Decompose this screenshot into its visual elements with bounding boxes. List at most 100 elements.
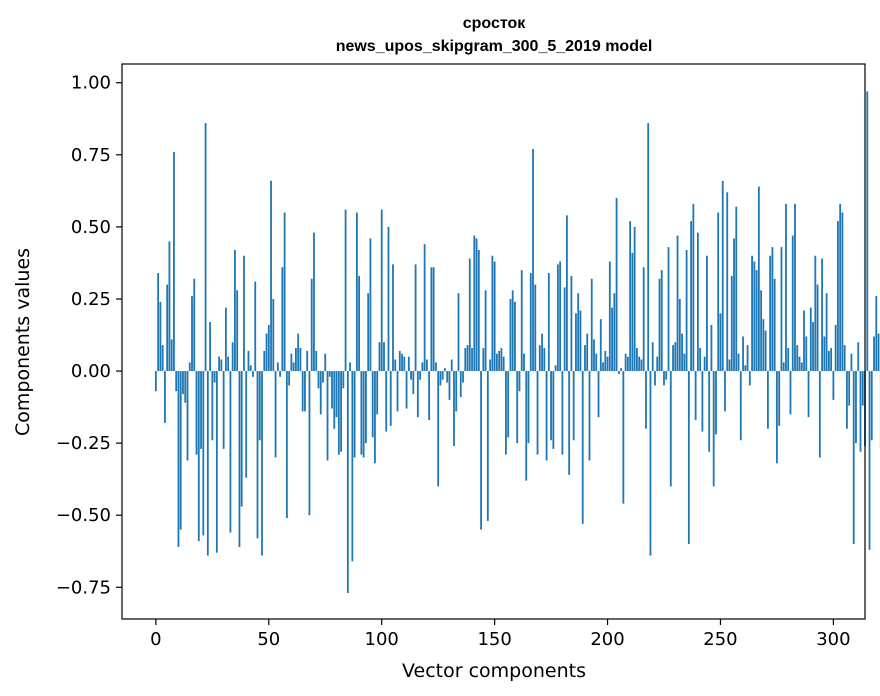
bar [425, 359, 428, 372]
bar [579, 310, 582, 372]
bar [252, 371, 254, 377]
bar [412, 371, 415, 395]
bar [769, 255, 772, 372]
bar [249, 365, 252, 372]
bar [179, 371, 182, 530]
bar [247, 350, 250, 372]
bar [209, 322, 211, 372]
bar [683, 353, 686, 372]
bar [532, 149, 534, 372]
bar [827, 350, 830, 372]
bar [294, 347, 297, 372]
bar [459, 371, 462, 397]
bar [484, 290, 487, 372]
bar [197, 371, 200, 542]
bar [432, 267, 435, 372]
bar [177, 371, 180, 547]
bar [825, 293, 828, 372]
bar [383, 342, 385, 372]
bar [776, 371, 778, 464]
bar [595, 353, 598, 372]
bar [726, 192, 729, 372]
bar [859, 371, 862, 452]
bar [387, 226, 390, 372]
bar [559, 261, 562, 372]
bar [439, 371, 442, 386]
bar [457, 293, 460, 372]
bar [270, 180, 272, 372]
bar [839, 203, 842, 372]
bar [238, 371, 241, 547]
bar [782, 362, 785, 372]
bar [814, 255, 817, 372]
bar [324, 353, 327, 372]
bar [834, 324, 837, 372]
bar [516, 371, 519, 444]
bar [222, 371, 225, 449]
bar [694, 371, 697, 421]
bar [861, 371, 864, 406]
bar [803, 310, 805, 372]
bar [857, 342, 860, 372]
bar [279, 371, 281, 377]
bar [337, 371, 340, 455]
bar [227, 356, 230, 372]
bar [453, 371, 455, 447]
bar [577, 293, 580, 372]
bar [615, 198, 618, 372]
bar [640, 359, 643, 372]
bar [556, 264, 559, 372]
bar [292, 362, 295, 372]
bar [554, 365, 557, 372]
bar [523, 353, 525, 372]
bar [448, 371, 451, 400]
bar [588, 371, 591, 461]
bar [818, 371, 821, 458]
bar [380, 209, 383, 372]
bar [739, 371, 742, 441]
bar [335, 371, 338, 418]
bar [757, 186, 760, 372]
bar [748, 371, 751, 386]
bar [154, 371, 157, 392]
bar [701, 371, 704, 432]
bar [674, 342, 677, 372]
bar [541, 333, 543, 372]
bar [602, 362, 604, 372]
bar [534, 284, 537, 372]
y-tick-label: −0.25 [56, 433, 111, 454]
bar [254, 281, 257, 372]
x-tick-label: 50 [257, 629, 280, 650]
bar [511, 290, 514, 372]
bar [421, 362, 424, 372]
bar [437, 371, 440, 487]
bar [471, 347, 473, 372]
bar [760, 290, 763, 372]
bar [394, 359, 397, 372]
bar [319, 371, 322, 415]
bar [405, 371, 408, 409]
bar [184, 371, 187, 403]
bar [798, 356, 801, 372]
bar [762, 319, 765, 372]
bar [624, 353, 627, 372]
bar [590, 278, 593, 372]
bar [823, 336, 826, 372]
bar [346, 371, 349, 594]
bar [821, 258, 823, 372]
bar [220, 359, 223, 372]
bar [360, 371, 363, 455]
bar [730, 275, 733, 372]
bar [495, 353, 498, 372]
x-tick-label: 250 [703, 629, 737, 650]
y-tick-label: −0.75 [56, 577, 111, 598]
bar [297, 333, 300, 372]
bar [175, 371, 178, 392]
bar [290, 353, 293, 372]
bar [667, 247, 670, 372]
bar [870, 371, 873, 441]
bar [570, 275, 573, 372]
bar [581, 371, 584, 524]
bar [552, 371, 555, 449]
